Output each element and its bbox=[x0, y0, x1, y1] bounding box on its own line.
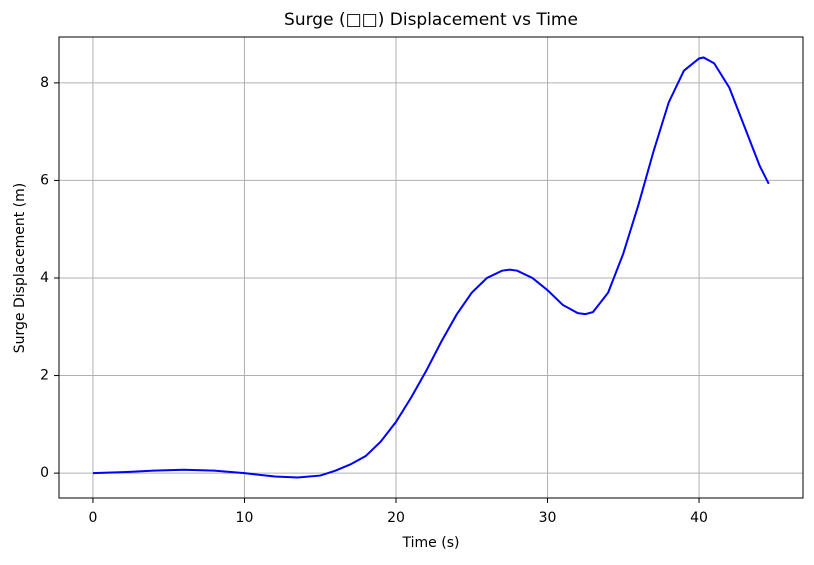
y-tick-label: 6 bbox=[40, 172, 49, 188]
x-axis-label: Time (s) bbox=[402, 535, 460, 551]
x-tick-label: 20 bbox=[387, 510, 405, 526]
y-tick-label: 4 bbox=[40, 270, 49, 286]
y-tick-label: 2 bbox=[40, 368, 49, 384]
x-tick-label: 30 bbox=[539, 510, 557, 526]
plot-frame bbox=[58, 36, 804, 499]
x-tick-label: 0 bbox=[88, 510, 97, 526]
x-tick-label: 10 bbox=[236, 510, 254, 526]
chart-title: Surge (□□) Displacement vs Time bbox=[284, 10, 578, 30]
x-tick-label: 40 bbox=[690, 510, 708, 526]
data-line bbox=[92, 56, 770, 479]
y-tick-label: 8 bbox=[40, 75, 49, 91]
y-tick-label: 0 bbox=[40, 465, 49, 481]
y-axis-label: Surge Displacement (m) bbox=[12, 183, 28, 353]
